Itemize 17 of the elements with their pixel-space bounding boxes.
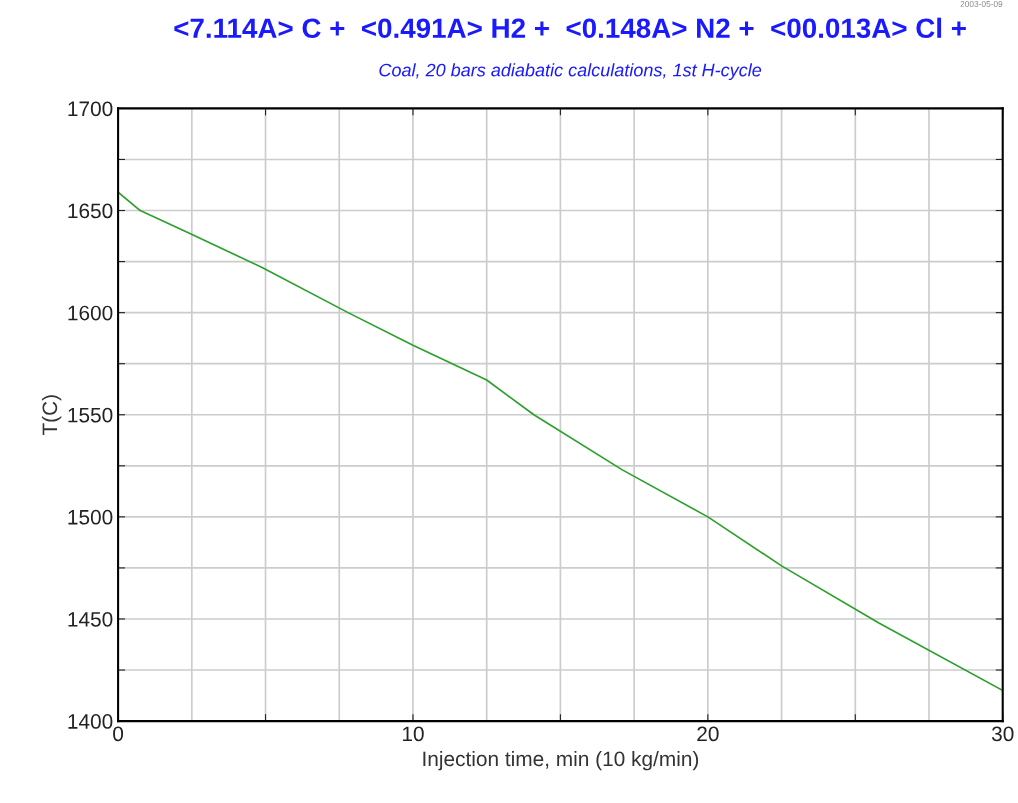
x-tick-label: 0 <box>113 726 124 742</box>
x-tick-label: 20 <box>697 726 719 742</box>
y-axis-title: T(C) <box>41 395 62 436</box>
y-tick-label: 1650 <box>68 203 113 219</box>
x-axis-title: Injection time, min (10 kg/min) <box>423 750 699 771</box>
text: 2003-05-09 <box>960 1 1003 7</box>
y-tick-label: 1400 <box>68 714 113 729</box>
y-tick-label: 1450 <box>68 611 113 627</box>
y-tick-label: 1550 <box>68 407 113 423</box>
y-tick-label: 1700 <box>68 101 113 117</box>
chart-title: <7.114A> C + <0.491A> H2 + <0.148A> N2 + <00.013A> Cl + <box>174 17 966 39</box>
y-tick-label: 1600 <box>68 305 113 321</box>
chart-subtitle: Coal, 20 bars adiabatic calculations, 1st H-cycle <box>379 63 762 81</box>
x-tick-label: 30 <box>991 726 1014 742</box>
line-series <box>118 191 1003 692</box>
x-tick-label: 10 <box>402 726 424 742</box>
y-tick-label: 1500 <box>68 509 113 525</box>
